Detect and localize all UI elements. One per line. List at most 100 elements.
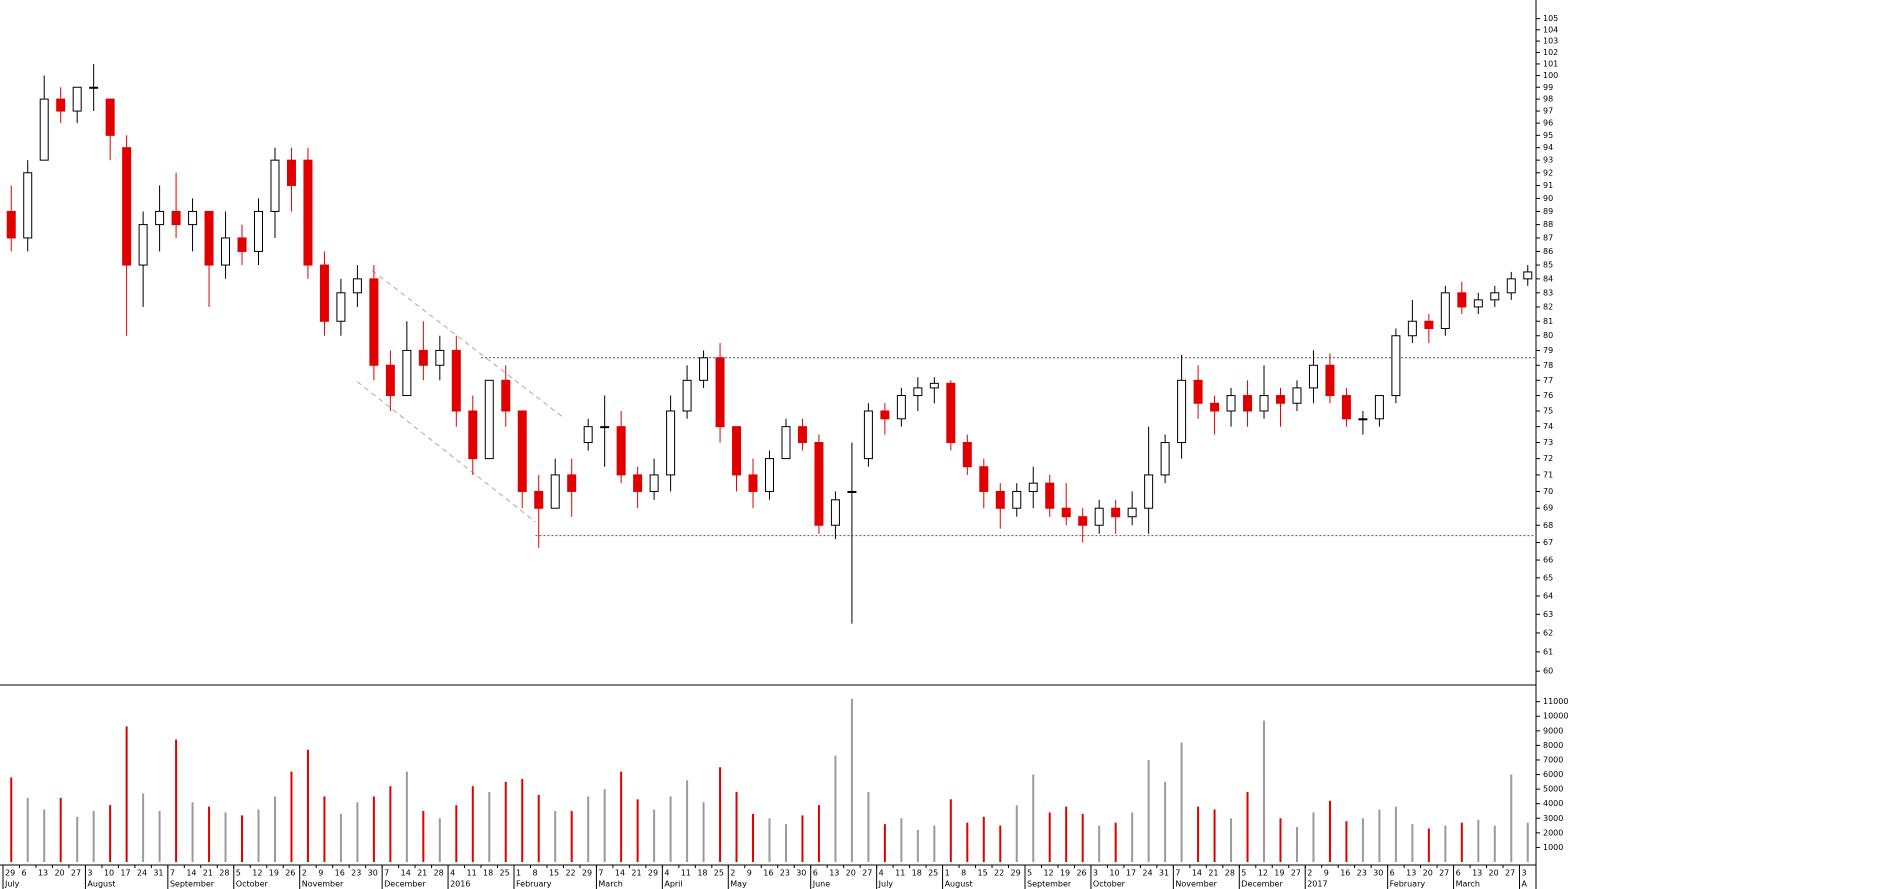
y-tick-label: 87 bbox=[1543, 233, 1553, 242]
y-tick-label: 69 bbox=[1543, 504, 1553, 513]
x-tick-label: 14 bbox=[186, 869, 196, 878]
x-tick-label: 20 bbox=[1489, 869, 1499, 878]
y-tick-label: 83 bbox=[1543, 288, 1553, 297]
volume-bar bbox=[76, 816, 79, 862]
volume-bar bbox=[10, 777, 13, 862]
x-tick-label: 4 bbox=[664, 869, 669, 878]
volume-bar bbox=[1427, 828, 1430, 862]
candle-body bbox=[270, 159, 280, 212]
y-tick-label: 81 bbox=[1543, 317, 1553, 326]
volume-bar bbox=[570, 810, 573, 862]
candle-body bbox=[1276, 395, 1285, 404]
candle-body bbox=[254, 210, 263, 252]
x-tick-label: 13 bbox=[1406, 869, 1416, 878]
x-tick-label: 28 bbox=[219, 869, 229, 878]
volume-bar bbox=[1394, 806, 1397, 862]
x-tick-label: 27 bbox=[1291, 869, 1301, 878]
candle-body bbox=[336, 292, 346, 322]
month-label: March bbox=[1456, 880, 1480, 889]
candle-body bbox=[484, 379, 494, 460]
x-tick-label: 7 bbox=[598, 869, 603, 878]
volume-bar bbox=[867, 792, 870, 862]
month-label: October bbox=[1093, 880, 1126, 889]
volume-bar bbox=[883, 824, 886, 862]
candle-body bbox=[155, 210, 165, 226]
x-tick-label: 2 bbox=[1307, 869, 1312, 878]
y-tick-label: 76 bbox=[1543, 391, 1553, 400]
x-tick-label: 4 bbox=[450, 869, 455, 878]
candle-body bbox=[979, 466, 989, 492]
candle-body bbox=[237, 237, 247, 252]
candle-body bbox=[1457, 292, 1467, 308]
volume-bar bbox=[1048, 812, 1051, 862]
candle-body bbox=[913, 387, 923, 397]
x-tick-label: 16 bbox=[763, 869, 773, 878]
x-tick-label: 29 bbox=[582, 869, 592, 878]
candle-body bbox=[600, 426, 610, 429]
candle-body bbox=[6, 210, 16, 239]
candle-body bbox=[501, 379, 511, 412]
volume-bar bbox=[999, 825, 1002, 862]
volume-bar bbox=[257, 809, 260, 862]
x-tick-label: 27 bbox=[1439, 869, 1449, 878]
candle-body bbox=[1308, 364, 1318, 389]
volume-bar bbox=[175, 739, 178, 862]
volume-bar bbox=[488, 792, 491, 862]
y-tick-label: 86 bbox=[1543, 247, 1553, 256]
y-tick-label: 92 bbox=[1543, 168, 1553, 177]
volume-bar bbox=[1493, 825, 1496, 862]
candle-body bbox=[1424, 320, 1434, 329]
volume-bar bbox=[208, 806, 211, 862]
x-tick-label: 9 bbox=[318, 869, 323, 878]
x-tick-label: 28 bbox=[1225, 869, 1235, 878]
month-label: August bbox=[87, 880, 115, 889]
x-tick-label: 21 bbox=[631, 869, 641, 878]
candle-body bbox=[1226, 395, 1236, 412]
volume-bar bbox=[92, 810, 95, 862]
y-tick-label: 6000 bbox=[1543, 770, 1563, 779]
volume-bar bbox=[1411, 824, 1414, 862]
volume-bar bbox=[125, 726, 128, 862]
x-tick-label: 10 bbox=[104, 869, 114, 878]
volume-bar bbox=[603, 789, 606, 862]
month-label: November bbox=[1175, 880, 1217, 889]
x-tick-label: 26 bbox=[285, 869, 295, 878]
y-tick-label: 9000 bbox=[1543, 726, 1563, 735]
x-tick-label: 14 bbox=[401, 869, 411, 878]
volume-bar bbox=[290, 771, 293, 862]
volume-bar bbox=[719, 767, 722, 862]
candle-body bbox=[1358, 418, 1368, 421]
candle-body bbox=[56, 98, 66, 112]
candle-body bbox=[863, 410, 873, 460]
y-tick-label: 71 bbox=[1543, 470, 1553, 479]
candle-body bbox=[781, 426, 791, 460]
candle-body bbox=[1210, 402, 1220, 412]
candle-body bbox=[1078, 516, 1088, 526]
candle-body bbox=[1193, 379, 1203, 404]
candle-body bbox=[1160, 442, 1170, 476]
x-tick-label: 27 bbox=[71, 869, 81, 878]
volume-bar bbox=[636, 799, 639, 862]
volume-bar bbox=[1295, 827, 1298, 862]
candle-body bbox=[896, 395, 906, 420]
month-label: July bbox=[4, 880, 20, 889]
candle-body bbox=[1341, 395, 1351, 420]
volume-bar bbox=[801, 815, 804, 862]
volume-bar bbox=[1147, 759, 1150, 862]
candle-body bbox=[946, 382, 956, 444]
volume-bar bbox=[1378, 809, 1381, 862]
volume-bar bbox=[142, 793, 145, 862]
x-tick-label: 20 bbox=[54, 869, 64, 878]
candle-body bbox=[468, 410, 478, 460]
candle-body bbox=[1144, 474, 1154, 509]
candle-body bbox=[105, 98, 115, 136]
candle-body bbox=[1325, 364, 1335, 397]
month-label: June bbox=[812, 880, 831, 889]
candle-body bbox=[748, 474, 758, 492]
volume-bar bbox=[455, 805, 458, 862]
volume-bar bbox=[817, 805, 820, 862]
candle-body bbox=[962, 442, 972, 468]
volume-bar bbox=[372, 796, 375, 862]
volume-bar bbox=[356, 802, 359, 862]
candle-body bbox=[435, 349, 445, 366]
